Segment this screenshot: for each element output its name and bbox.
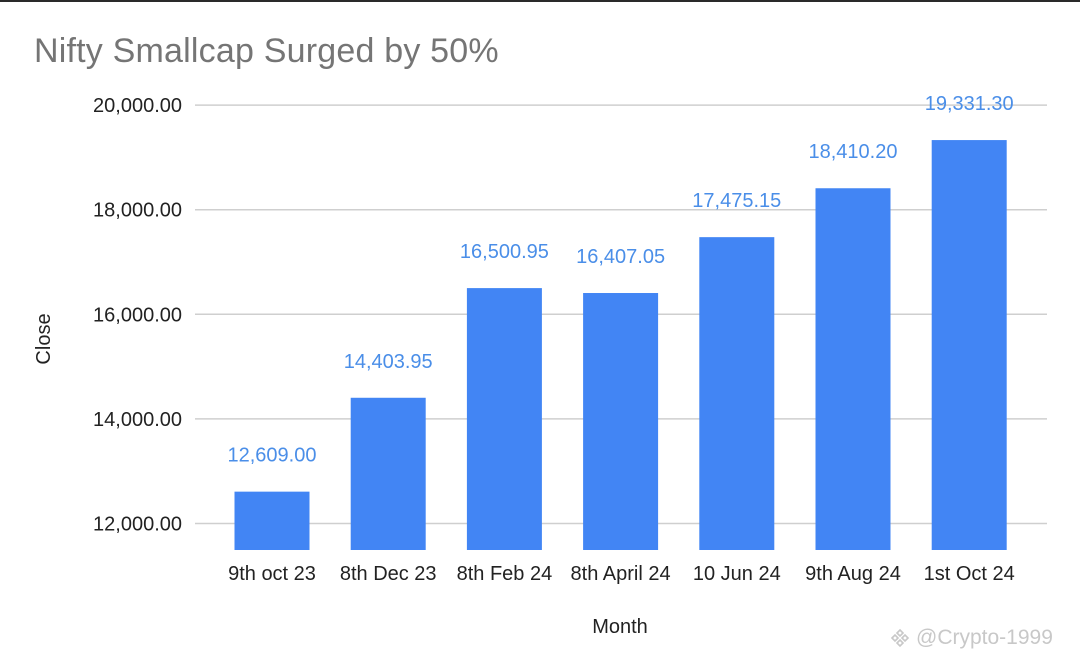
data-label: 12,609.00 (228, 445, 317, 467)
bar (815, 188, 891, 551)
bar (234, 491, 310, 550)
x-tick-label: 1st Oct 24 (924, 563, 1015, 585)
y-tick-label: 16,000.00 (93, 304, 182, 326)
bar (583, 293, 659, 550)
y-tick-label: 12,000.00 (93, 514, 182, 536)
watermark: @Crypto-1999 (890, 626, 1053, 650)
data-label: 18,410.20 (809, 141, 898, 163)
x-tick-label: 9th oct 23 (228, 563, 316, 585)
watermark-text: @Crypto-1999 (916, 626, 1053, 649)
y-tick-label: 20,000.00 (93, 95, 182, 117)
data-label: 17,475.15 (692, 190, 781, 212)
x-tick-label: 10 Jun 24 (693, 563, 781, 585)
chart-title: Nifty Smallcap Surged by 50% (34, 32, 499, 70)
x-tick-label: 8th Dec 23 (340, 563, 437, 585)
x-axis-title: Month (592, 616, 648, 638)
y-axis-title: Close (33, 313, 55, 364)
data-label: 16,407.05 (576, 246, 665, 268)
y-tick-label: 14,000.00 (93, 409, 182, 431)
data-label: 19,331.30 (925, 93, 1014, 115)
y-tick-label: 18,000.00 (93, 200, 182, 222)
x-tick-label: 8th April 24 (571, 563, 671, 585)
bar (931, 140, 1007, 551)
bar (350, 397, 426, 550)
bar (699, 237, 775, 550)
data-label: 14,403.95 (344, 351, 433, 373)
x-tick-label: 8th Feb 24 (457, 563, 553, 585)
bar (466, 288, 542, 550)
binance-logo-icon (890, 628, 910, 648)
x-tick-label: 9th Aug 24 (805, 563, 901, 585)
data-label: 16,500.95 (460, 241, 549, 263)
